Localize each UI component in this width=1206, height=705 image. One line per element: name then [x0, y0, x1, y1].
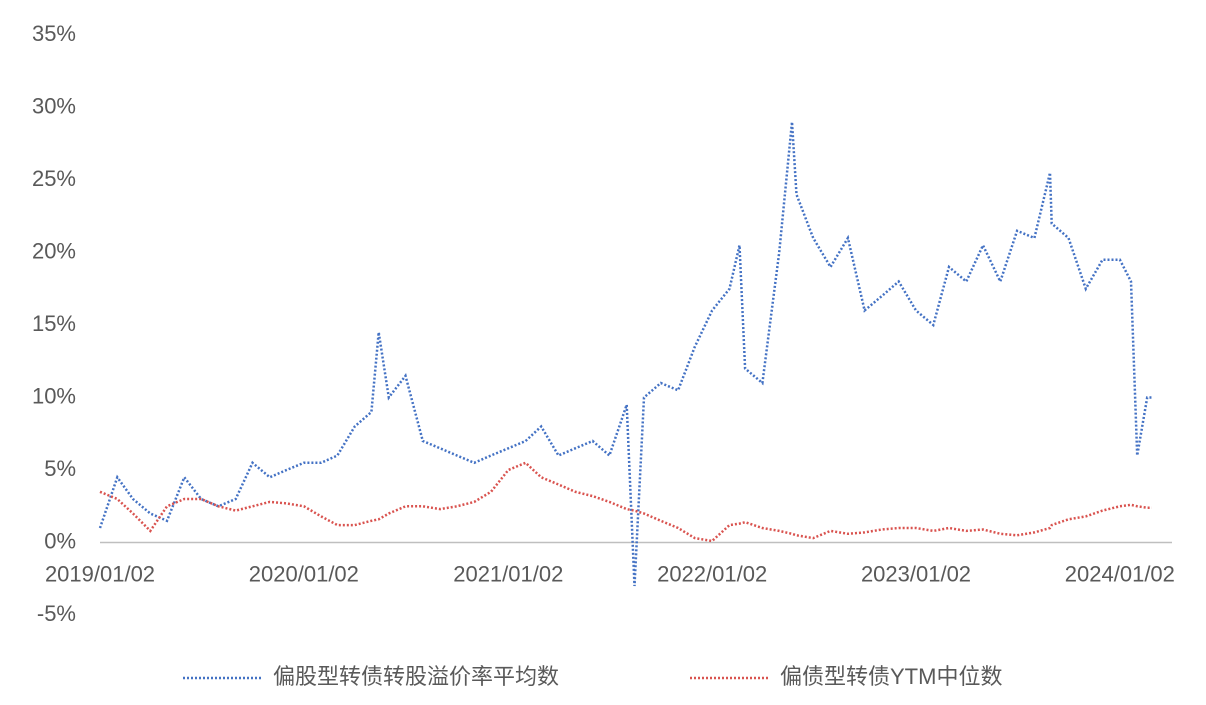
y-tick-label: 30% [32, 93, 76, 118]
legend-label: 偏股型转债转股溢价率平均数 [273, 664, 559, 689]
x-tick-label: 2020/01/02 [249, 561, 359, 586]
x-tick-label: 2019/01/02 [45, 561, 155, 586]
legend-label: 偏债型转债YTM中位数 [780, 664, 1002, 689]
x-tick-label: 2022/01/02 [657, 561, 767, 586]
y-tick-label: 35% [32, 21, 76, 46]
x-tick-label: 2024/01/02 [1065, 561, 1175, 586]
x-tick-label: 2023/01/02 [861, 561, 971, 586]
series-line [99, 461, 1152, 543]
y-tick-label: 10% [32, 383, 76, 408]
y-tick-label: 0% [44, 528, 76, 553]
series-line [98, 121, 1152, 587]
legend: 偏股型转债转股溢价率平均数 偏债型转债YTM中位数 [183, 664, 1002, 689]
y-tick-label: 20% [32, 238, 76, 263]
y-tick-label: 15% [32, 311, 76, 336]
x-tick-label: 2021/01/02 [453, 561, 563, 586]
y-tick-label: 25% [32, 166, 76, 191]
y-tick-label: -5% [37, 601, 76, 626]
y-tick-label: 5% [44, 456, 76, 481]
